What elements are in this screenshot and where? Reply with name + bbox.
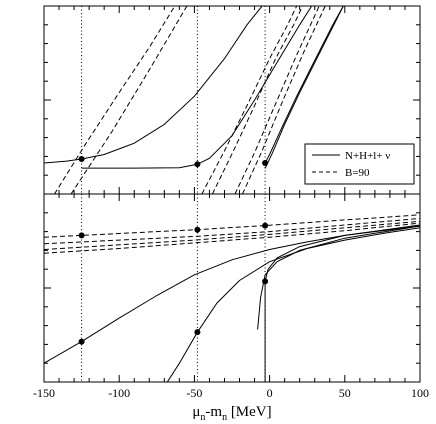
series-line-top-solid xyxy=(264,6,344,164)
series-line-bottom-solid xyxy=(264,224,420,382)
x-tick-label: 0 xyxy=(267,386,273,400)
series-line-top-dashed xyxy=(70,6,188,194)
data-point-marker xyxy=(78,156,85,163)
series-line-top-solid xyxy=(44,6,263,164)
series-line-bottom-dashed xyxy=(44,214,420,238)
x-tick-label: -50 xyxy=(186,386,202,400)
series-line-top-dashed xyxy=(54,6,176,194)
series-line-top-dashed xyxy=(201,6,298,194)
series-line-top-solid xyxy=(264,6,344,169)
series-line-top-dashed xyxy=(211,6,304,194)
data-point-marker xyxy=(194,329,201,336)
series-line-bottom-solid xyxy=(44,225,420,364)
legend-label-solid: N+H+l+ ν xyxy=(345,150,390,162)
data-point-marker xyxy=(78,338,85,345)
x-axis-label: μn-mn [MeV] xyxy=(192,404,271,423)
x-tick-label: 100 xyxy=(411,386,429,400)
series-line-bottom-solid xyxy=(166,227,420,382)
data-point-marker xyxy=(262,222,269,229)
legend-label-dashed: B=90 xyxy=(345,167,370,179)
series-line-top-dashed xyxy=(242,6,326,194)
series-line-bottom-dashed xyxy=(44,217,420,245)
data-point-marker xyxy=(78,232,85,239)
x-tick-label: -150 xyxy=(33,386,55,400)
data-point-marker xyxy=(194,226,201,233)
series-line-top-solid xyxy=(81,6,313,169)
series-line-bottom-dashed xyxy=(44,222,420,254)
data-point-marker xyxy=(262,159,269,166)
panel-bottom xyxy=(43,193,421,383)
series-line-bottom-dashed xyxy=(44,220,420,250)
series-line-bottom-solid xyxy=(257,225,420,330)
x-tick-label: 50 xyxy=(339,386,351,400)
data-point-marker xyxy=(194,161,201,168)
series-line-top-dashed xyxy=(234,6,320,194)
legend-box: N+H+l+ ν B=90 xyxy=(304,143,415,185)
data-point-marker xyxy=(262,278,269,285)
x-tick-label: -100 xyxy=(108,386,130,400)
